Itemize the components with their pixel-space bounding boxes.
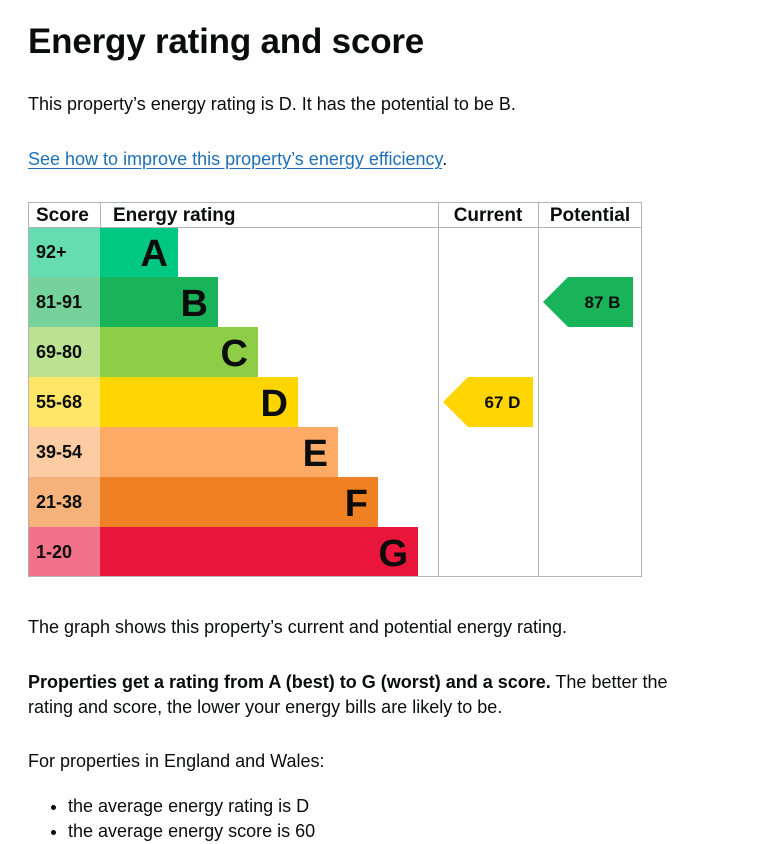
score-cell-e — [28, 427, 100, 477]
average-score-item: the average energy score is 60 — [68, 819, 315, 844]
score-range-e: 39-54 — [36, 442, 82, 462]
band-bar-c — [100, 327, 258, 377]
band-letter-g: G — [378, 533, 408, 575]
score-cell-f — [28, 477, 100, 527]
average-rating-item: the average energy rating is D — [68, 794, 315, 819]
rating-explanation-bold: Properties get a rating from A (best) to… — [28, 672, 551, 692]
score-range-g: 1-20 — [36, 542, 72, 562]
band-bar-b — [100, 277, 218, 327]
current-rating-label: 67 D — [485, 393, 521, 412]
score-cell-a — [28, 227, 100, 277]
link-period: . — [442, 149, 448, 169]
graph-note: The graph shows this property’s current … — [28, 617, 567, 637]
band-letter-a: A — [141, 233, 168, 275]
rating-explanation-rest: The better the rating and score, the low… — [28, 672, 668, 717]
header-score: Score — [36, 205, 89, 226]
band-letter-c: C — [221, 333, 248, 375]
potential-rating-arrow — [543, 277, 633, 327]
band-letter-e: E — [303, 433, 328, 475]
band-letter-b: B — [181, 283, 208, 325]
score-range-f: 21-38 — [36, 492, 82, 512]
rating-explanation: Properties get a rating from A (best) to… — [28, 670, 668, 720]
band-bar-f — [100, 477, 378, 527]
score-cell-b — [28, 277, 100, 327]
score-cell-c — [28, 327, 100, 377]
improve-paragraph: See how to improve this property’s energ… — [28, 147, 668, 172]
score-range-c: 69-80 — [36, 342, 82, 362]
band-letter-f: F — [345, 483, 368, 525]
band-letter-d: D — [261, 383, 288, 425]
header-energy-rating: Energy rating — [113, 205, 235, 226]
score-range-a: 92+ — [36, 242, 67, 262]
score-range-b: 81-91 — [36, 292, 82, 312]
averages-list: the average energy rating is D the avera… — [28, 794, 315, 844]
header-potential: Potential — [550, 205, 630, 226]
page-title: Energy rating and score — [28, 22, 425, 61]
improve-efficiency-link[interactable]: See how to improve this property’s energ… — [28, 149, 443, 169]
band-bar-g — [100, 527, 418, 577]
intro-text: This property’s energy rating is D. It h… — [28, 94, 516, 114]
region-intro: For properties in England and Wales: — [28, 751, 325, 771]
score-cell-d — [28, 377, 100, 427]
band-bar-e — [100, 427, 338, 477]
score-cell-g — [28, 527, 100, 577]
current-rating-arrow — [443, 377, 533, 427]
score-range-d: 55-68 — [36, 392, 82, 412]
header-current: Current — [454, 205, 523, 226]
potential-rating-label: 87 B — [585, 293, 621, 312]
band-bar-d — [100, 377, 298, 427]
band-bar-a — [100, 227, 178, 277]
